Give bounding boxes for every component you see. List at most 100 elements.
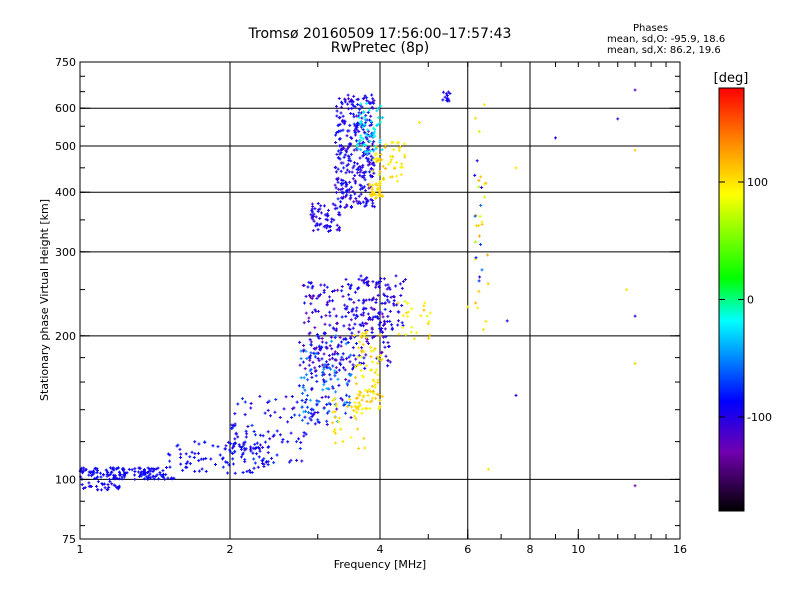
data-point <box>334 431 338 435</box>
data-point <box>372 101 376 105</box>
data-point <box>204 456 208 460</box>
data-point <box>307 319 311 323</box>
data-point <box>371 297 375 301</box>
data-point <box>345 193 349 197</box>
data-point <box>361 331 365 335</box>
y-axis-label: Stationary phase Virtual Height [km] <box>38 199 51 401</box>
data-point <box>318 207 322 211</box>
data-point <box>373 307 377 311</box>
data-point <box>312 212 316 216</box>
data-point <box>372 335 376 339</box>
data-point <box>334 133 338 137</box>
data-point <box>320 357 324 361</box>
data-point <box>342 403 346 407</box>
data-point <box>334 366 338 370</box>
data-point <box>323 213 327 217</box>
data-point <box>362 110 366 114</box>
data-point <box>365 407 369 411</box>
data-point <box>301 360 305 364</box>
data-point <box>302 434 306 438</box>
data-point <box>272 433 276 437</box>
data-point <box>395 160 399 164</box>
data-point <box>339 340 343 344</box>
data-point <box>331 299 335 303</box>
data-point <box>381 330 385 334</box>
data-point <box>354 316 358 320</box>
data-point <box>335 109 339 113</box>
data-point <box>477 178 481 182</box>
data-point <box>318 216 322 220</box>
data-point <box>339 200 343 204</box>
data-point <box>127 467 131 471</box>
data-point <box>378 333 382 337</box>
data-point <box>321 378 325 382</box>
data-point <box>473 240 477 244</box>
data-point <box>233 471 237 475</box>
data-point <box>422 308 426 312</box>
data-point <box>357 401 361 405</box>
data-point <box>311 294 315 298</box>
data-point <box>310 343 314 347</box>
data-point <box>362 298 366 302</box>
data-point <box>326 218 330 222</box>
data-point <box>355 199 359 203</box>
data-point <box>325 360 329 364</box>
data-point <box>412 337 416 341</box>
data-point <box>343 401 347 405</box>
data-point <box>348 100 352 104</box>
data-point <box>382 277 386 281</box>
data-point <box>474 116 478 120</box>
data-point <box>339 161 343 165</box>
data-point <box>444 92 448 96</box>
data-point <box>364 277 368 281</box>
data-point <box>338 213 342 217</box>
chart-subtitle: RwPretec (8p) <box>330 40 430 56</box>
data-point <box>232 443 236 447</box>
data-point <box>382 319 386 323</box>
data-point <box>91 472 95 476</box>
data-point <box>352 300 356 304</box>
data-point <box>106 487 110 491</box>
data-point <box>316 357 320 361</box>
data-point <box>334 104 338 108</box>
data-point <box>357 277 361 281</box>
data-point <box>403 299 407 303</box>
data-point <box>324 395 328 399</box>
data-point <box>349 415 353 419</box>
data-point <box>369 175 373 179</box>
data-point <box>251 451 255 455</box>
data-point <box>360 116 364 120</box>
data-point <box>347 155 351 159</box>
data-point <box>358 107 362 111</box>
data-point <box>100 481 104 485</box>
data-point <box>330 339 334 343</box>
data-point <box>181 468 185 472</box>
data-point <box>231 451 235 455</box>
data-point <box>316 202 320 206</box>
data-point <box>324 379 328 383</box>
data-point <box>345 307 349 311</box>
data-point <box>263 411 267 415</box>
data-point <box>133 467 137 471</box>
data-point <box>133 470 137 474</box>
data-point <box>112 473 116 477</box>
data-point <box>348 180 352 184</box>
data-point <box>336 178 340 182</box>
data-point <box>323 283 327 287</box>
data-point <box>337 96 341 100</box>
data-point <box>374 285 378 289</box>
data-point <box>396 323 400 327</box>
data-point <box>360 374 364 378</box>
data-point <box>317 359 321 363</box>
data-point <box>355 306 359 310</box>
data-point <box>313 326 317 330</box>
data-point <box>339 196 343 200</box>
data-point <box>378 181 382 185</box>
data-point <box>378 279 382 283</box>
data-point <box>366 342 370 346</box>
data-point <box>355 162 359 166</box>
data-point <box>376 378 380 382</box>
data-point <box>333 371 337 375</box>
data-point <box>311 284 315 288</box>
data-point <box>371 378 375 382</box>
